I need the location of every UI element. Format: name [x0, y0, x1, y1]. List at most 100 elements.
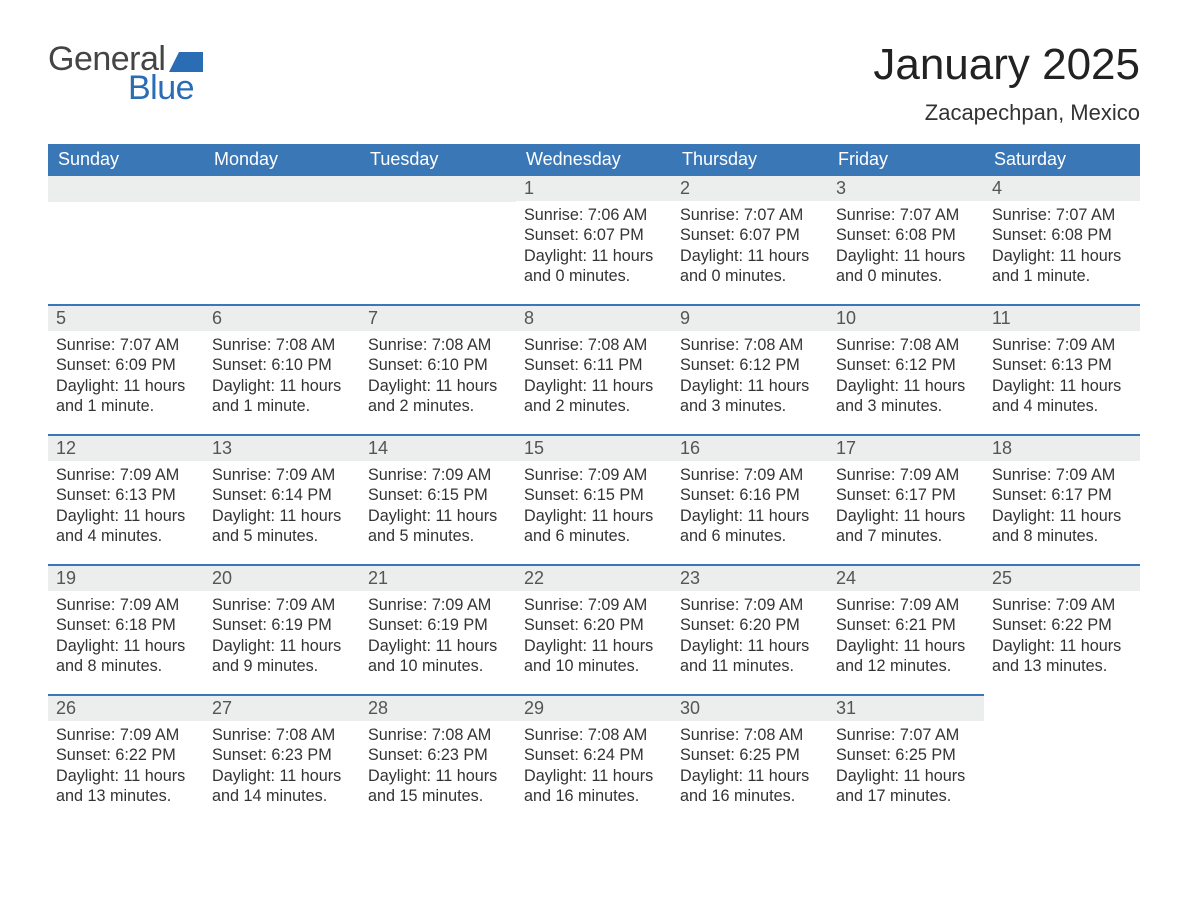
sunset-line: Sunset: 6:13 PM — [992, 355, 1132, 375]
day-number: 1 — [524, 178, 534, 198]
daylight-line: Daylight: 11 hours and 10 minutes. — [368, 636, 508, 677]
day-number: 9 — [680, 308, 690, 328]
logo-flag-icon — [169, 52, 203, 72]
sunset-line: Sunset: 6:23 PM — [212, 745, 352, 765]
sunrise-line: Sunrise: 7:09 AM — [992, 595, 1132, 615]
day-body: Sunrise: 7:09 AMSunset: 6:15 PMDaylight:… — [516, 461, 672, 564]
sunrise-line: Sunrise: 7:08 AM — [212, 725, 352, 745]
day-body: Sunrise: 7:08 AMSunset: 6:10 PMDaylight:… — [204, 331, 360, 434]
sunrise-line: Sunrise: 7:07 AM — [992, 205, 1132, 225]
sunrise-line: Sunrise: 7:08 AM — [524, 335, 664, 355]
daylight-line: Daylight: 11 hours and 5 minutes. — [368, 506, 508, 547]
day-cell: 9Sunrise: 7:08 AMSunset: 6:12 PMDaylight… — [672, 304, 828, 434]
day-cell: 2Sunrise: 7:07 AMSunset: 6:07 PMDaylight… — [672, 176, 828, 304]
day-number: 28 — [368, 698, 388, 718]
day-body: Sunrise: 7:09 AMSunset: 6:20 PMDaylight:… — [672, 591, 828, 694]
weekday-header: Friday — [828, 144, 984, 176]
daylight-line: Daylight: 11 hours and 1 minute. — [212, 376, 352, 417]
day-body: Sunrise: 7:07 AMSunset: 6:08 PMDaylight:… — [984, 201, 1140, 304]
sunset-line: Sunset: 6:21 PM — [836, 615, 976, 635]
daylight-line: Daylight: 11 hours and 4 minutes. — [992, 376, 1132, 417]
daylight-line: Daylight: 11 hours and 12 minutes. — [836, 636, 976, 677]
sunrise-line: Sunrise: 7:08 AM — [368, 335, 508, 355]
day-body: Sunrise: 7:08 AMSunset: 6:23 PMDaylight:… — [204, 721, 360, 824]
day-body: Sunrise: 7:09 AMSunset: 6:19 PMDaylight:… — [204, 591, 360, 694]
week-row: 19Sunrise: 7:09 AMSunset: 6:18 PMDayligh… — [48, 564, 1140, 694]
day-cell: 6Sunrise: 7:08 AMSunset: 6:10 PMDaylight… — [204, 304, 360, 434]
day-body: Sunrise: 7:09 AMSunset: 6:13 PMDaylight:… — [984, 331, 1140, 434]
day-body: Sunrise: 7:09 AMSunset: 6:16 PMDaylight:… — [672, 461, 828, 564]
day-cell: 30Sunrise: 7:08 AMSunset: 6:25 PMDayligh… — [672, 694, 828, 824]
day-cell: 17 Sunrise: 7:09 AMSunset: 6:17 PMDayligh… — [828, 434, 984, 564]
day-cell: 16Sunrise: 7:09 AMSunset: 6:16 PMDayligh… — [672, 434, 828, 564]
sunset-line: Sunset: 6:07 PM — [524, 225, 664, 245]
calendar-grid: SundayMondayTuesdayWednesdayThursdayFrid… — [48, 144, 1140, 824]
sunset-line: Sunset: 6:23 PM — [368, 745, 508, 765]
sunrise-line: Sunrise: 7:07 AM — [836, 205, 976, 225]
day-body: Sunrise: 7:09 AMSunset: 6:19 PMDaylight:… — [360, 591, 516, 694]
weekday-header: Wednesday — [516, 144, 672, 176]
location: Zacapechpan, Mexico — [873, 100, 1140, 126]
daylight-line: Daylight: 11 hours and 1 minute. — [56, 376, 196, 417]
day-number: 5 — [56, 308, 66, 328]
sunset-line: Sunset: 6:20 PM — [524, 615, 664, 635]
weekday-header: Saturday — [984, 144, 1140, 176]
day-number: 10 — [836, 308, 856, 328]
day-body: Sunrise: 7:09 AMSunset: 6:20 PMDaylight:… — [516, 591, 672, 694]
daylight-line: Daylight: 11 hours and 0 minutes. — [836, 246, 976, 287]
empty-day-cell — [48, 176, 204, 304]
day-number: 18 — [992, 438, 1012, 458]
sunset-line: Sunset: 6:08 PM — [992, 225, 1132, 245]
logo: General Blue — [48, 40, 203, 108]
empty-day-cell — [204, 176, 360, 304]
sunrise-line: Sunrise: 7:08 AM — [524, 725, 664, 745]
day-cell: 31Sunrise: 7:07 AMSunset: 6:25 PMDayligh… — [828, 694, 984, 824]
day-number: 23 — [680, 568, 700, 588]
daylight-line: Daylight: 11 hours and 8 minutes. — [56, 636, 196, 677]
day-number: 14 — [368, 438, 388, 458]
day-body: Sunrise: 7:09 AMSunset: 6:15 PMDaylight:… — [360, 461, 516, 564]
daylight-line: Daylight: 11 hours and 15 minutes. — [368, 766, 508, 807]
week-row: 12Sunrise: 7:09 AMSunset: 6:13 PMDayligh… — [48, 434, 1140, 564]
daylight-line: Daylight: 11 hours and 11 minutes. — [680, 636, 820, 677]
day-number: 29 — [524, 698, 544, 718]
sunset-line: Sunset: 6:13 PM — [56, 485, 196, 505]
sunrise-line: Sunrise: 7:09 AM — [524, 465, 664, 485]
weekday-header-row: SundayMondayTuesdayWednesdayThursdayFrid… — [48, 144, 1140, 176]
day-cell: 10Sunrise: 7:08 AMSunset: 6:12 PMDayligh… — [828, 304, 984, 434]
day-cell: 8Sunrise: 7:08 AMSunset: 6:11 PMDaylight… — [516, 304, 672, 434]
day-body: Sunrise: 7:09 AMSunset: 6:17 PMDaylight:… — [828, 461, 984, 564]
day-body: Sunrise: 7:09 AMSunset: 6:13 PMDaylight:… — [48, 461, 204, 564]
sunset-line: Sunset: 6:17 PM — [836, 485, 976, 505]
daylight-line: Daylight: 11 hours and 14 minutes. — [212, 766, 352, 807]
sunrise-line: Sunrise: 7:09 AM — [680, 465, 820, 485]
sunset-line: Sunset: 6:09 PM — [56, 355, 196, 375]
day-number: 8 — [524, 308, 534, 328]
logo-word2: Blue — [48, 69, 194, 108]
sunrise-line: Sunrise: 7:09 AM — [212, 595, 352, 615]
sunset-line: Sunset: 6:11 PM — [524, 355, 664, 375]
sunset-line: Sunset: 6:20 PM — [680, 615, 820, 635]
daylight-line: Daylight: 11 hours and 13 minutes. — [56, 766, 196, 807]
day-cell: 13Sunrise: 7:09 AMSunset: 6:14 PMDayligh… — [204, 434, 360, 564]
sunset-line: Sunset: 6:10 PM — [368, 355, 508, 375]
sunrise-line: Sunrise: 7:06 AM — [524, 205, 664, 225]
sunrise-line: Sunrise: 7:09 AM — [56, 595, 196, 615]
weekday-header: Sunday — [48, 144, 204, 176]
title-block: January 2025 Zacapechpan, Mexico — [873, 40, 1140, 126]
daylight-line: Daylight: 11 hours and 1 minute. — [992, 246, 1132, 287]
empty-day-cell — [984, 694, 1140, 824]
day-cell: 15Sunrise: 7:09 AMSunset: 6:15 PMDayligh… — [516, 434, 672, 564]
day-number: 17 — [836, 438, 856, 458]
sunrise-line: Sunrise: 7:09 AM — [56, 465, 196, 485]
day-number: 21 — [368, 568, 388, 588]
day-body: Sunrise: 7:08 AMSunset: 6:24 PMDaylight:… — [516, 721, 672, 824]
day-cell: 26Sunrise: 7:09 AMSunset: 6:22 PMDayligh… — [48, 694, 204, 824]
day-cell: 19Sunrise: 7:09 AMSunset: 6:18 PMDayligh… — [48, 564, 204, 694]
day-cell: 22Sunrise: 7:09 AMSunset: 6:20 PMDayligh… — [516, 564, 672, 694]
day-cell: 28Sunrise: 7:08 AMSunset: 6:23 PMDayligh… — [360, 694, 516, 824]
daylight-line: Daylight: 11 hours and 13 minutes. — [992, 636, 1132, 677]
day-cell: 25Sunrise: 7:09 AMSunset: 6:22 PMDayligh… — [984, 564, 1140, 694]
daylight-line: Daylight: 11 hours and 16 minutes. — [680, 766, 820, 807]
day-cell: 27Sunrise: 7:08 AMSunset: 6:23 PMDayligh… — [204, 694, 360, 824]
